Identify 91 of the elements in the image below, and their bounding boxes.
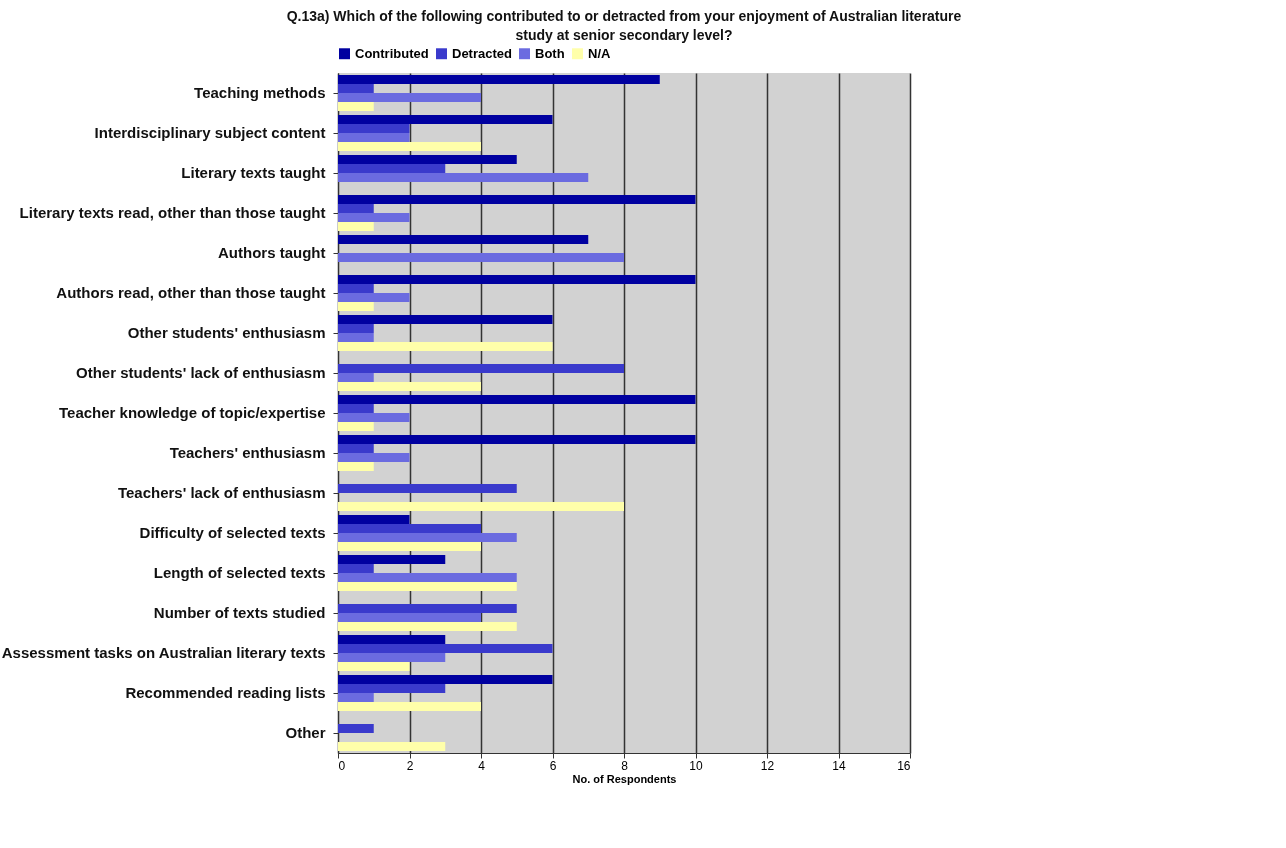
y-tick-label: Authors read, other than those taught	[56, 284, 326, 301]
bar	[338, 164, 446, 173]
bar	[338, 324, 374, 333]
bar	[338, 315, 553, 324]
y-tick-label: Teachers' lack of enthusiasm	[117, 484, 326, 501]
bar	[338, 333, 374, 342]
chart-title: Q.13a) Which of the following contributed to or detracted from your enjoyment of Australian literature study at senior secondary level?	[286, 8, 962, 43]
x-axis-title: No. of Respondents	[572, 772, 677, 785]
bar	[338, 453, 410, 462]
bar	[338, 644, 553, 653]
bar	[338, 573, 517, 582]
bar	[338, 524, 481, 533]
bar	[338, 235, 589, 244]
y-tick-label: Recommended reading lists	[125, 684, 326, 701]
y-tick-label: Other	[285, 724, 326, 741]
bar	[338, 462, 374, 471]
bar	[338, 93, 481, 102]
y-tick-label: Teachers' enthusiasm	[169, 444, 326, 461]
bar	[338, 613, 481, 622]
y-tick-label: Other students' lack of enthusiasm	[76, 364, 326, 381]
y-tick-label: Teaching methods	[194, 84, 326, 101]
legend-label: Contributed	[355, 45, 429, 61]
bar	[338, 102, 374, 111]
bar	[338, 142, 481, 151]
bar	[338, 84, 374, 93]
y-tick-label: Interdisciplinary subject content	[94, 124, 326, 141]
bar	[338, 284, 374, 293]
bar	[338, 435, 696, 444]
bar	[338, 702, 481, 711]
bar	[338, 155, 517, 164]
bar	[338, 173, 589, 182]
bar	[338, 555, 446, 564]
bar	[338, 293, 410, 302]
bar	[338, 604, 517, 613]
bar	[338, 542, 481, 551]
bar	[338, 222, 374, 231]
bar	[338, 662, 410, 671]
bar	[338, 684, 446, 693]
bar	[338, 404, 374, 413]
bar	[338, 422, 374, 431]
x-tick-label: 2	[406, 758, 414, 773]
bar	[338, 195, 696, 204]
y-tick-label: Other students' enthusiasm	[127, 324, 326, 341]
bar	[338, 342, 553, 351]
y-tick-label: Literary texts taught	[181, 164, 326, 181]
bar	[338, 302, 374, 311]
bar	[338, 564, 374, 573]
y-tick-label: Length of selected texts	[153, 564, 326, 581]
bar	[338, 382, 481, 391]
x-tick-label: 16	[897, 758, 911, 773]
bar	[338, 653, 446, 662]
bar	[338, 635, 446, 644]
y-tick-label: Assessment tasks on Australian literary texts	[1, 644, 326, 661]
x-tick-label: 12	[760, 758, 775, 773]
x-tick-label: 4	[478, 758, 486, 773]
bar	[338, 742, 446, 751]
legend-label: Both	[535, 45, 565, 61]
bar	[338, 484, 517, 493]
y-tick-label: Difficulty of selected texts	[139, 524, 326, 541]
bar	[338, 515, 410, 524]
bar	[338, 253, 624, 262]
bar	[338, 395, 696, 404]
legend-label: N/A	[588, 45, 611, 61]
bar	[338, 622, 517, 631]
bar	[338, 124, 410, 133]
y-tick-label: Teacher knowledge of topic/expertise	[59, 404, 326, 421]
bar	[338, 275, 696, 284]
bar	[338, 675, 553, 684]
x-tick-label: 8	[621, 758, 629, 773]
bar	[338, 373, 374, 382]
x-tick-label: 10	[689, 758, 703, 773]
bar	[338, 213, 410, 222]
bar	[338, 133, 410, 142]
bar	[338, 582, 517, 591]
x-tick-label: 14	[832, 758, 846, 773]
bar	[338, 693, 374, 702]
bar	[338, 502, 624, 511]
bar	[338, 413, 410, 422]
y-tick-label: Literary texts read, other than those taught	[19, 204, 326, 221]
legend-label: Detracted	[452, 45, 513, 61]
bar	[338, 75, 660, 84]
bar	[338, 724, 374, 733]
bar	[338, 444, 374, 453]
bar	[338, 204, 374, 213]
bar	[338, 533, 517, 542]
bar	[338, 115, 553, 124]
x-tick-label: 6	[549, 758, 557, 773]
bar	[338, 364, 624, 373]
y-tick-label: Authors taught	[218, 244, 326, 261]
y-tick-label: Number of texts studied	[153, 604, 326, 621]
x-tick-label: 0	[338, 758, 346, 773]
